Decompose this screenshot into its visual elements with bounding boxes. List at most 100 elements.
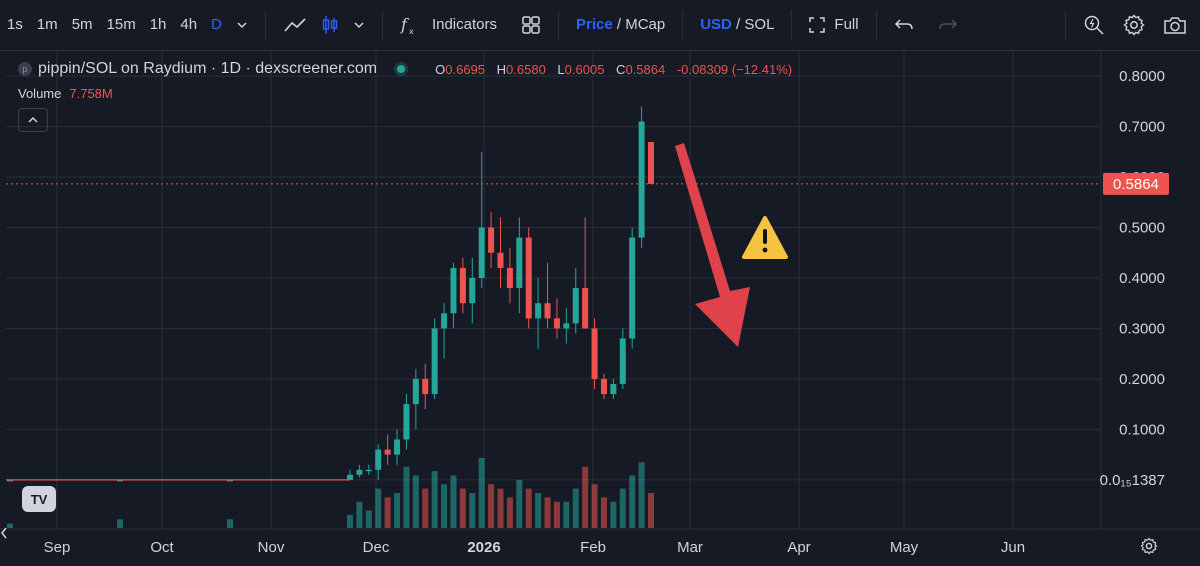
- candle-body: [375, 449, 382, 470]
- volume-legend: Volume 7.758M: [18, 86, 113, 101]
- sol-option[interactable]: SOL: [744, 16, 775, 33]
- usd-option[interactable]: USD: [700, 16, 732, 33]
- candle-body: [384, 449, 391, 455]
- candle-body: [648, 141, 654, 184]
- volume-bar: [525, 488, 532, 528]
- volume-bar: [563, 501, 570, 528]
- volume-bar: [431, 471, 438, 528]
- high-value: 0.6580: [506, 61, 546, 77]
- candle-body: [441, 313, 448, 329]
- volume-bar: [394, 493, 401, 528]
- layout-grid-icon[interactable]: [514, 15, 548, 35]
- volume-bar: [629, 475, 636, 528]
- volume-bar: [572, 488, 579, 528]
- volume-bar: [619, 488, 626, 528]
- indicators-button[interactable]: Indicators: [431, 16, 497, 33]
- axis-settings-icon[interactable]: [1140, 537, 1158, 560]
- x-tick-label: 2026: [467, 539, 500, 556]
- candle-body: [478, 227, 485, 278]
- close-value: 0.5864: [625, 61, 666, 77]
- candle-body: [525, 237, 532, 319]
- camera-icon[interactable]: [1156, 15, 1194, 35]
- candle-body: [610, 383, 617, 395]
- pair-title: pippin/SOL on Raydium · 1D · dexscreener…: [38, 60, 378, 77]
- volume-bar: [582, 466, 589, 528]
- svg-text:f: f: [400, 15, 410, 34]
- open-label: O: [435, 61, 446, 77]
- low-label: L: [557, 61, 565, 77]
- tradingview-logo[interactable]: TV: [22, 486, 56, 512]
- candle-body: [553, 318, 560, 329]
- price-chart[interactable]: Sep Oct Nov Dec 2026 Feb Mar Apr May Jun 0.8000 0.7…: [0, 51, 1200, 566]
- volume-bar: [516, 479, 523, 528]
- x-tick-label: Apr: [787, 539, 810, 556]
- candle-body: [394, 439, 401, 455]
- candle-body: [516, 237, 523, 289]
- line-chart-icon[interactable]: [276, 16, 314, 34]
- candle-body: [544, 303, 551, 319]
- toggle-separator: /: [612, 16, 626, 33]
- interval-1h[interactable]: 1h: [149, 16, 167, 33]
- interval-4h[interactable]: 4h: [180, 16, 198, 33]
- candle-body: [572, 288, 579, 324]
- chart-area[interactable]: Sep Oct Nov Dec 2026 Feb Mar Apr May Jun 0.8000 0.7…: [0, 51, 1200, 566]
- quick-search-icon[interactable]: [1076, 14, 1112, 36]
- x-tick-label: Dec: [363, 539, 390, 556]
- y-tick-label: 0.5000: [1119, 220, 1165, 237]
- last-price-tag: [1103, 172, 1169, 195]
- chevron-down-icon[interactable]: [229, 19, 255, 31]
- candle-body: [469, 277, 476, 304]
- toolbar-divider: [791, 10, 793, 40]
- collapse-legend-button[interactable]: [18, 108, 48, 132]
- volume-bar: [356, 501, 363, 528]
- candle-body: [459, 267, 466, 304]
- mcap-option[interactable]: MCap: [625, 16, 666, 33]
- warning-exclamation-bar: [763, 229, 767, 244]
- candle-body: [7, 479, 13, 482]
- toggle-separator: /: [731, 16, 745, 33]
- volume-bar: [638, 462, 645, 528]
- candle-body: [535, 303, 542, 319]
- interval-d[interactable]: D: [211, 16, 222, 33]
- candle-body: [403, 404, 410, 440]
- volume-bar: [478, 458, 485, 528]
- volume-bar: [488, 484, 495, 528]
- x-tick-label: Feb: [580, 539, 606, 556]
- interval-1m[interactable]: 1m: [36, 16, 58, 33]
- fullscreen-icon[interactable]: [802, 17, 832, 33]
- volume-bar: [441, 484, 448, 528]
- candle-body: [365, 469, 372, 472]
- full-button[interactable]: Full: [834, 16, 859, 33]
- volume-bar: [384, 497, 391, 528]
- chevron-down-icon[interactable]: [346, 19, 372, 31]
- candle-body: [422, 378, 429, 395]
- x-tick-label: May: [890, 539, 919, 556]
- candle-body: [412, 378, 419, 405]
- volume-bar: [450, 475, 457, 528]
- interval-15m[interactable]: 15m: [106, 16, 136, 33]
- y-tick-label: 0.1000: [1119, 421, 1165, 438]
- live-status-dot: [397, 65, 406, 73]
- price-option[interactable]: Price: [575, 16, 613, 33]
- x-tick-label: Sep: [44, 539, 71, 556]
- candle-body: [347, 474, 353, 480]
- volume-bar: [535, 493, 542, 528]
- price-mcap-toggle[interactable]: Price / MCap: [569, 0, 672, 50]
- currency-toggle[interactable]: USD / SOL: [693, 0, 781, 50]
- volume-bar: [7, 523, 13, 528]
- interval-5m[interactable]: 5m: [71, 16, 93, 33]
- warning-exclamation-dot: [762, 247, 768, 253]
- volume-bar: [347, 514, 353, 528]
- candle-body: [356, 469, 363, 475]
- ohlc-values: O0.6695 H0.6580 L0.6005 C0.5864 -0.08309…: [427, 62, 792, 77]
- gear-icon[interactable]: [1116, 14, 1152, 36]
- interval-1s[interactable]: 1s: [7, 16, 23, 33]
- volume-bar: [610, 501, 617, 528]
- chevron-left-icon[interactable]: [0, 526, 8, 543]
- redo-icon[interactable]: [931, 17, 965, 33]
- candlestick-icon[interactable]: [314, 15, 346, 35]
- undo-icon[interactable]: [887, 17, 921, 33]
- chevron-up-icon: [28, 116, 38, 123]
